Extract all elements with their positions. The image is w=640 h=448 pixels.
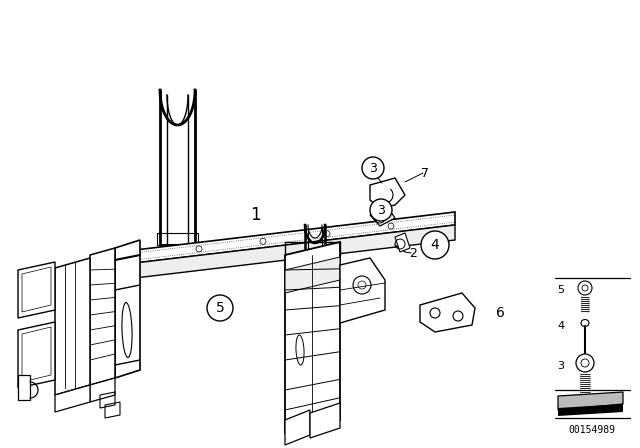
Text: 7: 7: [421, 167, 429, 180]
Text: 1: 1: [250, 206, 260, 224]
Text: 4: 4: [431, 238, 440, 252]
Polygon shape: [90, 248, 115, 385]
Polygon shape: [22, 267, 51, 312]
Polygon shape: [558, 392, 623, 410]
Polygon shape: [285, 242, 340, 433]
Polygon shape: [285, 410, 310, 445]
Polygon shape: [18, 262, 55, 318]
Text: 5: 5: [216, 301, 225, 315]
Polygon shape: [340, 258, 385, 323]
Polygon shape: [310, 403, 340, 438]
Polygon shape: [135, 212, 455, 263]
Text: 3: 3: [377, 203, 385, 216]
Polygon shape: [370, 178, 405, 208]
Polygon shape: [135, 225, 455, 278]
Polygon shape: [55, 258, 90, 395]
Text: 6: 6: [495, 306, 504, 320]
Text: 00154989: 00154989: [568, 425, 616, 435]
Polygon shape: [115, 240, 140, 378]
Circle shape: [207, 295, 233, 321]
Polygon shape: [395, 233, 410, 252]
Polygon shape: [285, 257, 340, 293]
Polygon shape: [370, 208, 395, 226]
Circle shape: [421, 231, 449, 259]
Text: 2: 2: [409, 246, 417, 259]
Polygon shape: [558, 404, 623, 416]
Polygon shape: [420, 293, 475, 332]
Text: 3: 3: [369, 161, 377, 175]
Circle shape: [362, 157, 384, 179]
Polygon shape: [55, 385, 90, 412]
Text: 3: 3: [557, 361, 564, 371]
Text: 4: 4: [557, 321, 564, 331]
Text: 5: 5: [557, 285, 564, 295]
Polygon shape: [90, 378, 115, 402]
Polygon shape: [18, 375, 30, 400]
Circle shape: [370, 199, 392, 221]
Polygon shape: [18, 322, 55, 388]
